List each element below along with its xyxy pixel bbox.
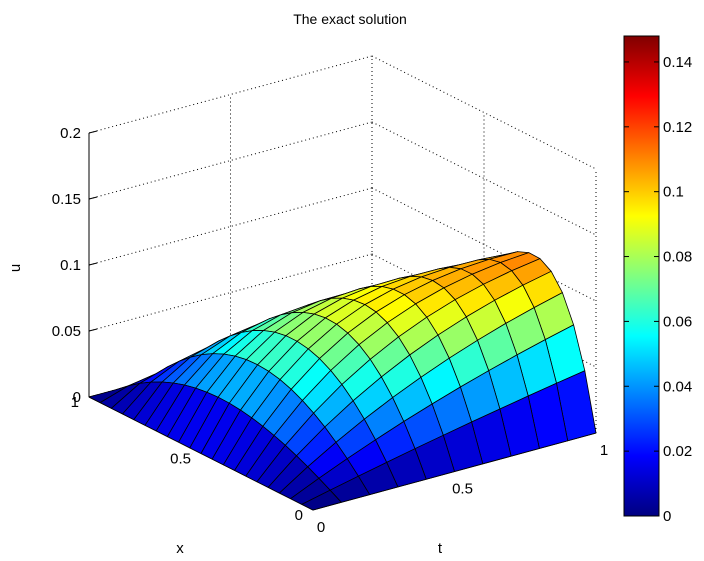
t-tick-label: 0.5: [452, 481, 473, 498]
z-tick-label: 0.15: [52, 191, 81, 208]
x-tick-label: 1: [71, 394, 79, 411]
wall-grid-line: [88, 187, 373, 266]
z-tick-label: 0: [73, 389, 81, 406]
t-tick-label: 0: [317, 519, 325, 536]
colorbar-tick-label: 0.06: [663, 313, 692, 330]
x-tick-label: 0: [295, 507, 303, 524]
colorbar-tick-label: 0.04: [663, 378, 692, 395]
t-tick-label: 1: [600, 442, 608, 459]
wall-grid-line: [88, 253, 373, 332]
wall-grid-line: [88, 121, 373, 200]
z-tick-mark: [88, 196, 98, 200]
surface-mesh: [88, 251, 597, 511]
z-tick-mark: [88, 130, 98, 134]
z-tick-mark: [88, 328, 98, 332]
surface-cell: [301, 489, 342, 511]
colorbar-tick-label: 0.1: [663, 184, 684, 201]
wall-grid-line: [88, 55, 373, 134]
colorbar-tick-label: 0.14: [663, 54, 692, 71]
wall-grid-line: [371, 121, 597, 236]
colorbar-gradient: [623, 35, 660, 517]
z-axis-label: u: [7, 264, 24, 272]
x-tick-label: 0.5: [170, 451, 191, 468]
z-tick-mark: [88, 262, 98, 266]
colorbar-tick-label: 0: [663, 508, 671, 525]
colorbar: 0 0.02 0.04 0.06 0.08 0.1 0.12 0.14: [623, 35, 692, 525]
t-axis-label: t: [438, 540, 443, 556]
colorbar-tick-label: 0.12: [663, 119, 692, 136]
z-tick-label: 0.05: [52, 323, 81, 340]
colorbar-ticks: 0 0.02 0.04 0.06 0.08 0.1 0.12 0.14: [624, 54, 692, 525]
chart-title: The exact solution: [293, 11, 407, 27]
colorbar-tick-label: 0.02: [663, 443, 692, 460]
x-axis-label: x: [176, 540, 184, 556]
z-tick-label: 0.2: [60, 125, 81, 142]
colorbar-tick-label: 0.08: [663, 249, 692, 266]
z-tick-label: 0.1: [60, 257, 81, 274]
